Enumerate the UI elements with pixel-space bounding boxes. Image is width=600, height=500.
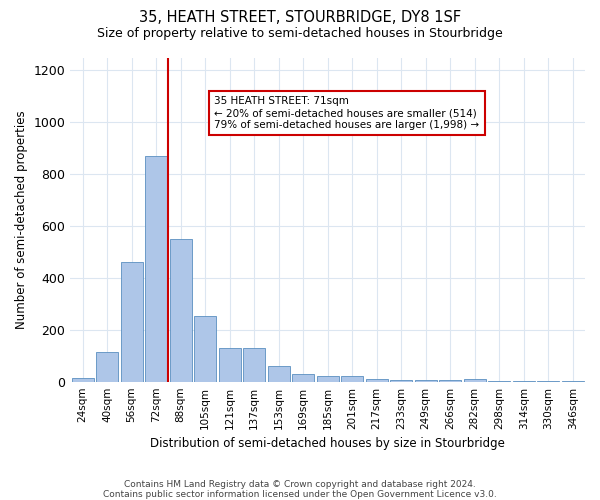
Bar (415, 380, 437, 382)
Text: Contains public sector information licensed under the Open Government Licence v3: Contains public sector information licen… (103, 490, 497, 499)
Bar (218, 348, 241, 382)
Bar (268, 366, 290, 382)
Bar (512, 381, 535, 382)
Bar (537, 381, 559, 382)
Bar (194, 316, 216, 382)
Bar (243, 348, 265, 382)
Bar (145, 156, 167, 382)
Text: 35, HEATH STREET, STOURBRIDGE, DY8 1SF: 35, HEATH STREET, STOURBRIDGE, DY8 1SF (139, 10, 461, 25)
Bar (464, 379, 486, 382)
Y-axis label: Number of semi-detached properties: Number of semi-detached properties (15, 110, 28, 329)
Bar (71, 378, 94, 382)
Bar (292, 374, 314, 382)
Text: 35 HEATH STREET: 71sqm
← 20% of semi-detached houses are smaller (514)
79% of se: 35 HEATH STREET: 71sqm ← 20% of semi-det… (214, 96, 479, 130)
Bar (341, 376, 363, 382)
Bar (170, 239, 191, 382)
Bar (96, 352, 118, 382)
X-axis label: Distribution of semi-detached houses by size in Stourbridge: Distribution of semi-detached houses by … (150, 437, 505, 450)
Bar (390, 380, 412, 382)
Bar (317, 376, 338, 382)
Bar (488, 381, 510, 382)
Text: Size of property relative to semi-detached houses in Stourbridge: Size of property relative to semi-detach… (97, 28, 503, 40)
Bar (562, 381, 584, 382)
Bar (365, 379, 388, 382)
Bar (439, 380, 461, 382)
Text: Contains HM Land Registry data © Crown copyright and database right 2024.: Contains HM Land Registry data © Crown c… (124, 480, 476, 489)
Bar (121, 262, 143, 382)
